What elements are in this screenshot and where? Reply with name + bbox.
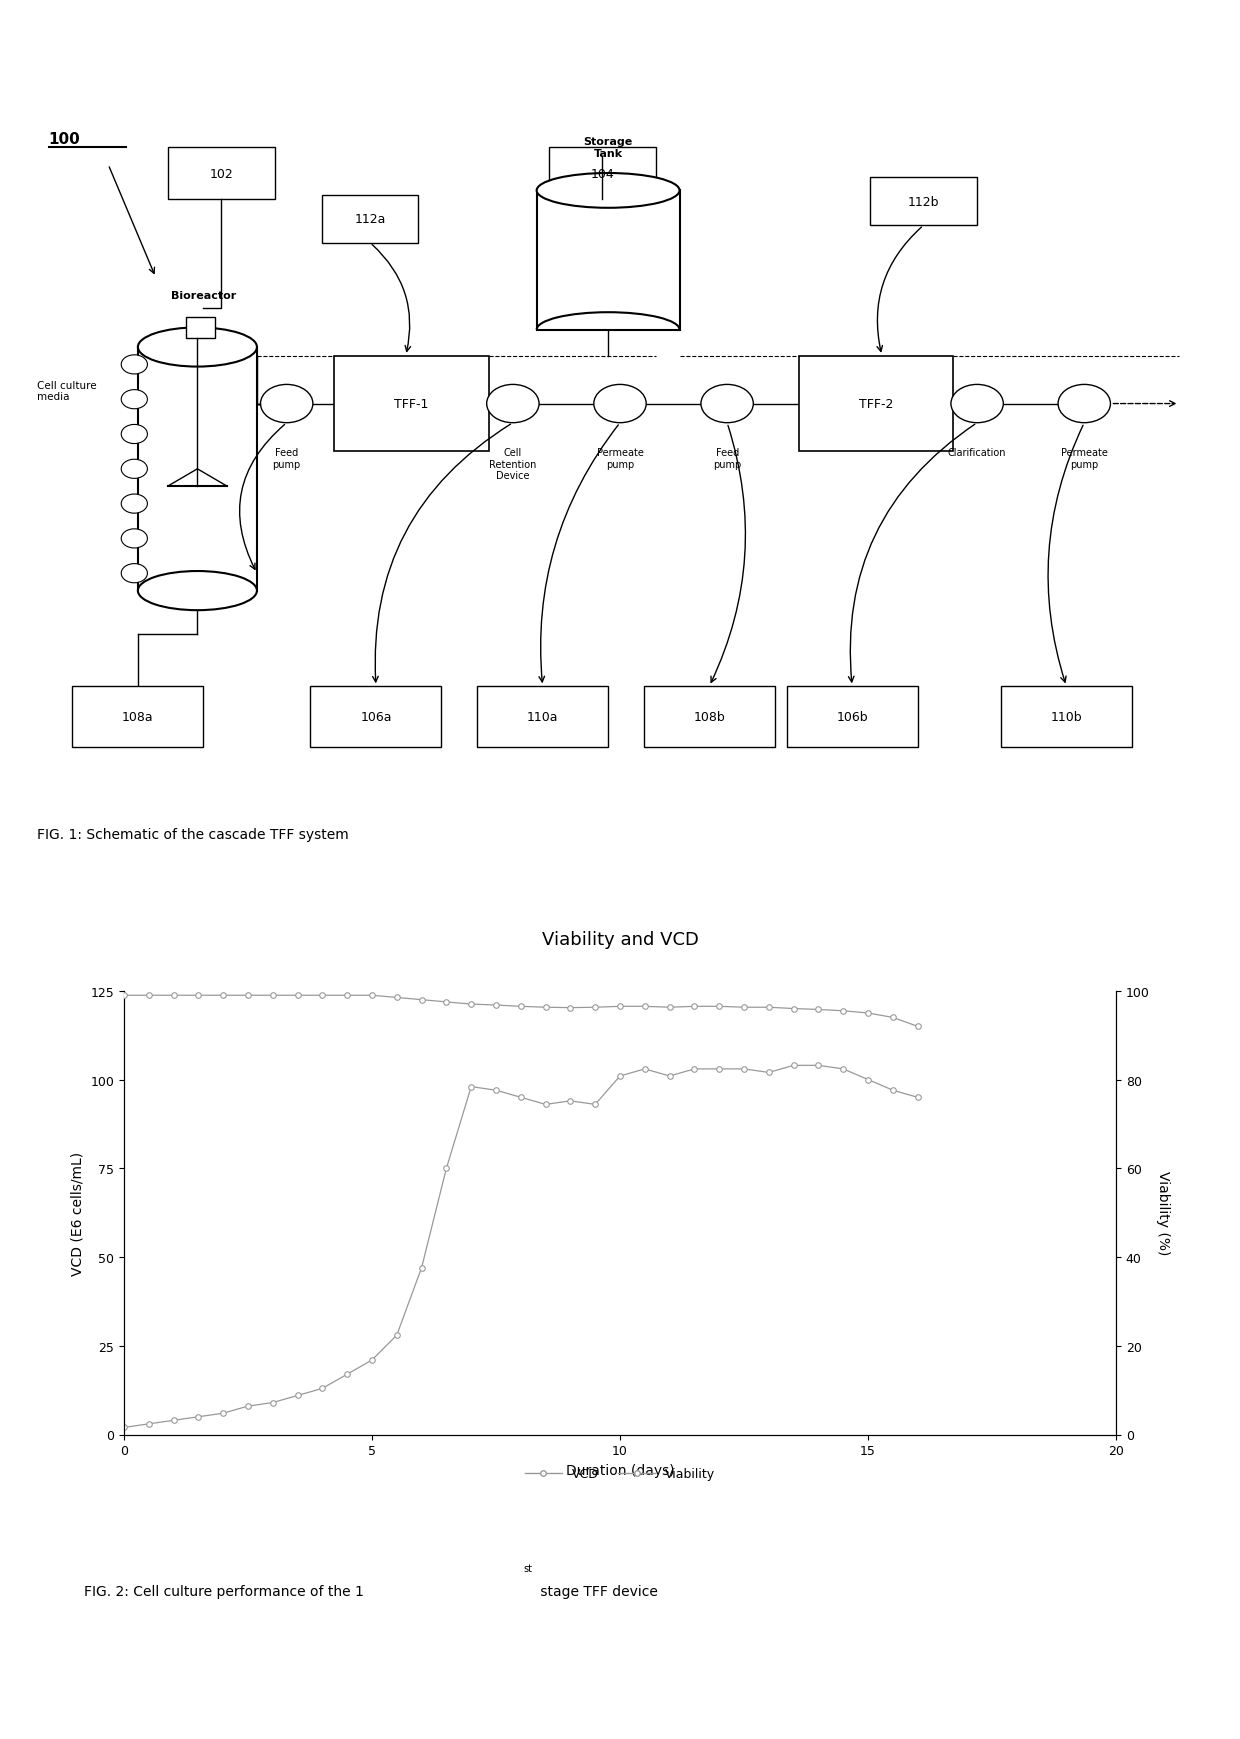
Text: 112a: 112a — [355, 214, 386, 226]
Circle shape — [122, 565, 148, 584]
Bar — [335, 356, 489, 452]
Circle shape — [122, 426, 148, 443]
Bar — [72, 687, 203, 748]
Text: 110a: 110a — [527, 711, 558, 723]
Bar — [786, 687, 918, 748]
Circle shape — [260, 384, 312, 424]
Text: st: st — [523, 1563, 532, 1574]
Text: Viability and VCD: Viability and VCD — [542, 930, 698, 948]
Text: Feed
pump: Feed pump — [273, 447, 301, 470]
Bar — [138, 348, 257, 591]
Text: FIG. 1: Schematic of the cascade TFF system: FIG. 1: Schematic of the cascade TFF sys… — [37, 828, 348, 842]
Circle shape — [951, 384, 1003, 424]
Text: Cell
Retention
Device: Cell Retention Device — [489, 447, 537, 482]
Text: 100: 100 — [48, 132, 81, 146]
Text: TFF-2: TFF-2 — [859, 398, 893, 410]
Text: 110b: 110b — [1050, 711, 1083, 723]
Text: Storage
Tank: Storage Tank — [584, 137, 632, 158]
Y-axis label: Viability (%): Viability (%) — [1157, 1170, 1171, 1256]
Text: 104: 104 — [590, 167, 614, 181]
Text: Bioreactor: Bioreactor — [171, 290, 236, 301]
Bar — [644, 687, 775, 748]
Circle shape — [486, 384, 539, 424]
Circle shape — [1058, 384, 1111, 424]
Text: FIG. 2: Cell culture performance of the 1: FIG. 2: Cell culture performance of the … — [84, 1584, 365, 1598]
Circle shape — [122, 391, 148, 410]
Text: Clarification: Clarification — [947, 447, 1007, 457]
Text: Cell culture
media: Cell culture media — [37, 381, 97, 402]
Circle shape — [122, 529, 148, 548]
Bar — [477, 687, 608, 748]
Text: 112b: 112b — [908, 197, 940, 209]
Text: 108b: 108b — [693, 711, 725, 723]
Legend: VCD, Viability: VCD, Viability — [520, 1462, 720, 1485]
Circle shape — [122, 494, 148, 513]
Bar — [799, 356, 954, 452]
Y-axis label: VCD (E6 cells/mL): VCD (E6 cells/mL) — [71, 1151, 84, 1275]
Text: Permeate
pump: Permeate pump — [1060, 447, 1107, 470]
Text: Feed
pump: Feed pump — [713, 447, 742, 470]
Bar — [167, 148, 275, 200]
Text: 106b: 106b — [836, 711, 868, 723]
Bar — [870, 179, 977, 226]
Circle shape — [594, 384, 646, 424]
Bar — [322, 197, 418, 243]
Ellipse shape — [138, 329, 257, 367]
Text: Permeate
pump: Permeate pump — [596, 447, 644, 470]
Circle shape — [701, 384, 754, 424]
Text: 102: 102 — [210, 167, 233, 181]
Text: TFF-1: TFF-1 — [394, 398, 429, 410]
Bar — [186, 316, 216, 339]
Bar — [310, 687, 441, 748]
X-axis label: Duration (days): Duration (days) — [565, 1462, 675, 1476]
Ellipse shape — [138, 572, 257, 610]
Circle shape — [122, 459, 148, 478]
Bar — [1001, 687, 1132, 748]
Ellipse shape — [537, 174, 680, 209]
Text: stage TFF device: stage TFF device — [536, 1584, 658, 1598]
Circle shape — [122, 355, 148, 376]
Bar — [537, 191, 680, 330]
Text: 108a: 108a — [122, 711, 154, 723]
Text: 106a: 106a — [360, 711, 392, 723]
Bar — [548, 148, 656, 200]
